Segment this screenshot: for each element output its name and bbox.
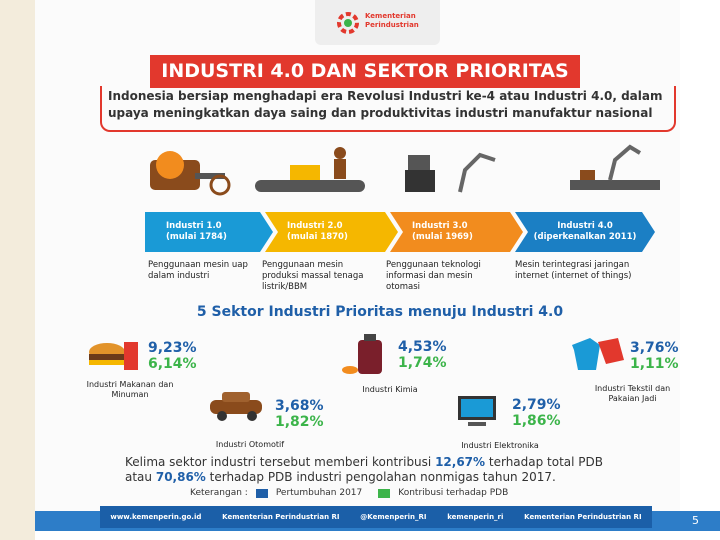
growth-value: 3,68% [275,398,324,414]
stage-period: (mulai 1969) [412,232,473,242]
stage-period: (mulai 1870) [287,232,348,242]
stage-desc: Penggunaan mesin produksi massal tenaga … [262,260,364,292]
contribution-value: 1,82% [275,414,324,430]
summary-highlight: 70,86% [155,470,206,484]
summary-text: terhadap PDB industri pengolahan nonmiga… [205,470,556,484]
legend-item: Pertumbuhan 2017 [275,488,363,498]
logo-text: Kementerian Perindustrian [365,12,419,30]
stage-label: Industri 1.0 (mulai 1784) [166,221,227,243]
sector-values: 9,23% 6,14% [148,340,197,372]
title: INDUSTRI 4.0 DAN SEKTOR PRIORITAS [150,55,580,88]
sector-name: Industri Tekstil dan Pakaian Jadi [594,384,671,403]
growth-value: 9,23% [148,340,197,356]
summary-highlight: 12,67% [435,455,486,469]
sector-values: 4,53% 1,74% [398,339,447,371]
sector-name: Industri Otomotif [215,440,285,449]
sector-values: 3,68% 1,82% [275,398,324,430]
footer-item: Kementerian Perindustrian RI [222,513,340,521]
stage-name: Industri 1.0 [166,221,222,231]
legend-label: Keterangan : [190,488,248,498]
sector-name: Industri Elektronika [461,441,539,450]
growth-value: 4,53% [398,339,447,355]
stage-desc: Penggunaan mesin uap dalam industri [148,260,248,281]
era-icons [150,144,660,196]
logo-line: Kementerian [365,12,416,20]
sector-values: 3,76% 1,11% [630,340,679,372]
sector-icons [89,334,624,426]
footer-item: Kementerian Perindustrian RI [524,513,642,521]
stage-label: Industri 3.0 (mulai 1969) [412,221,473,243]
footer-item: www.kemenperin.go.id [110,513,202,521]
stage-label: Industri 2.0 (mulai 1870) [287,221,348,243]
footer-item: @Kemenperin_RI [360,513,427,521]
stage-period: (diperkenalkan 2011) [533,232,637,242]
legend-swatch [378,488,391,498]
subtitle: Indonesia bersiap menghadapi era Revolus… [100,86,676,132]
stage-desc: Mesin terintegrasi jaringan internet (in… [515,260,632,281]
legend: Keterangan : Pertumbuhan 2017 Kontribusi… [190,488,508,498]
stage-label: Industri 4.0 (diperkenalkan 2011) [530,221,640,243]
summary-text: terhadap total PDB atau [125,455,604,484]
stage-name: Industri 3.0 [412,221,468,231]
sector-name: Industri Makanan dan Minuman [86,380,174,399]
summary-text: Kelima sektor industri tersebut memberi … [125,455,436,469]
growth-value: 3,76% [630,340,679,356]
stage-period: (mulai 1784) [166,232,227,242]
sector-name: Industri Kimia [362,385,418,394]
footer-bar: www.kemenperin.go.id Kementerian Perindu… [100,506,652,528]
contribution-value: 1,74% [398,355,447,371]
logo-icon [337,12,359,34]
sectors-title: 5 Sektor Industri Prioritas menuju Indus… [196,304,564,320]
contribution-value: 1,11% [630,356,679,372]
page-number: 5 [692,514,699,527]
contribution-value: 6,14% [148,356,197,372]
stage-name: Industri 4.0 [557,221,613,231]
stage-arrows [145,212,655,252]
growth-value: 2,79% [512,397,561,413]
summary: Kelima sektor industri tersebut memberi … [125,455,625,485]
side-strip [0,0,35,540]
legend-swatch [255,488,268,498]
sector-values: 2,79% 1,86% [512,397,561,429]
logo-line: Perindustrian [365,21,419,29]
logo-box: Kementerian Perindustrian [315,0,440,45]
contribution-value: 1,86% [512,413,561,429]
stage-name: Industri 2.0 [287,221,343,231]
footer-item: kemenperin_ri [447,513,504,521]
legend-item: Kontribusi terhadap PDB [398,488,509,498]
stage-desc: Penggunaan teknologi informasi dan mesin… [386,260,481,292]
